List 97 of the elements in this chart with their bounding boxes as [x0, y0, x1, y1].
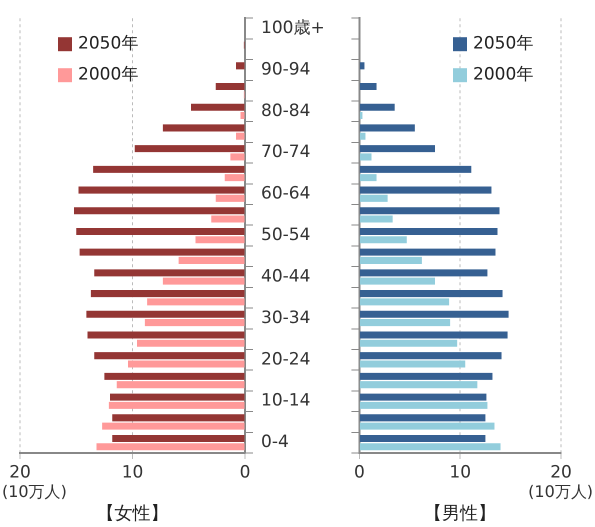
- bar: [360, 319, 450, 326]
- bar: [360, 145, 436, 152]
- x-tick-label: 0: [240, 462, 250, 483]
- bar: [360, 381, 478, 388]
- y-tick-label: 40-44: [261, 266, 310, 286]
- text: (10万人): [2, 482, 67, 502]
- x-tick-label: 20: [550, 462, 572, 483]
- bar: [360, 83, 377, 90]
- bar: [360, 331, 508, 339]
- bar: [224, 174, 244, 182]
- bar: [360, 414, 486, 422]
- bar: [80, 248, 244, 256]
- y-tick-label: 60-64: [261, 184, 310, 204]
- bar: [360, 360, 466, 368]
- bar: [360, 256, 422, 264]
- bar: [360, 62, 364, 70]
- bar: [360, 166, 472, 173]
- bar: [360, 186, 492, 194]
- bar: [360, 394, 486, 401]
- bar: [76, 228, 244, 235]
- bar: [360, 248, 496, 256]
- y-tick-label: 50-54: [261, 225, 310, 246]
- bar: [360, 153, 372, 160]
- x-tick-label: 20: [9, 462, 31, 483]
- bar: [144, 319, 244, 326]
- bar: [360, 174, 377, 182]
- bar: [96, 443, 244, 450]
- bar: [240, 112, 244, 120]
- y-tick-label: 30-34: [261, 308, 310, 328]
- bar: [360, 422, 494, 430]
- legend-label: 2050年: [78, 34, 138, 54]
- bar: [88, 331, 244, 339]
- bar: [236, 62, 244, 70]
- bar: [360, 434, 486, 442]
- text: (10万人): [528, 482, 593, 502]
- bar: [360, 290, 503, 298]
- bar: [128, 360, 244, 368]
- y-tick-label: 20-24: [261, 349, 310, 370]
- bar: [108, 402, 244, 409]
- bar: [360, 269, 488, 276]
- bar: [236, 132, 244, 140]
- bar: [360, 104, 395, 111]
- legend-label: 2000年: [78, 64, 138, 85]
- bar: [360, 372, 492, 380]
- bar: [360, 310, 509, 318]
- bar: [74, 207, 244, 214]
- bar: [147, 298, 244, 306]
- bar: [360, 352, 502, 360]
- bar: [93, 166, 244, 173]
- bar: [360, 443, 501, 450]
- x-axis-title: 【女性】: [96, 502, 168, 524]
- y-tick-label: 80-84: [261, 100, 310, 121]
- bar: [78, 186, 244, 194]
- x-tick-label: 10: [449, 462, 472, 483]
- bar: [112, 414, 244, 422]
- bar: [360, 216, 393, 223]
- bar: [196, 236, 244, 244]
- legend-label: 2050年: [473, 34, 534, 54]
- bar: [360, 298, 450, 306]
- bar: [360, 278, 436, 285]
- bar: [90, 290, 244, 298]
- bar: [102, 422, 244, 430]
- bar: [110, 394, 244, 401]
- bar: [360, 124, 415, 132]
- y-tick-label: 70-74: [261, 142, 310, 162]
- y-tick-label: 0-4: [261, 432, 289, 452]
- bar: [360, 340, 458, 347]
- bar: [178, 256, 244, 264]
- bar: [360, 194, 388, 202]
- bar: [162, 278, 244, 285]
- bar: [211, 216, 244, 223]
- x-tick-label: 10: [122, 462, 144, 483]
- bar: [137, 340, 244, 347]
- bar: [216, 83, 244, 90]
- bar: [116, 381, 244, 388]
- x-tick-label: 0: [354, 462, 365, 483]
- y-tick-label: 90-94: [261, 59, 310, 80]
- bar: [360, 132, 366, 140]
- bar: [230, 153, 244, 160]
- y-tick-label: 10-14: [261, 390, 310, 411]
- bar: [360, 112, 362, 120]
- bar: [134, 145, 244, 152]
- bar: [104, 372, 244, 380]
- bar: [112, 434, 244, 442]
- bar: [94, 269, 244, 276]
- bar: [360, 207, 500, 214]
- bar: [216, 194, 244, 202]
- bar: [360, 236, 407, 244]
- bar: [360, 402, 488, 409]
- bar: [191, 104, 244, 111]
- legend-label: 2000年: [473, 64, 534, 85]
- x-axis-title: 【男性】: [424, 502, 496, 524]
- bar: [94, 352, 244, 360]
- bar: [360, 228, 498, 235]
- bar: [86, 310, 244, 318]
- y-tick-label: 100歳+: [261, 18, 325, 38]
- bar: [162, 124, 244, 132]
